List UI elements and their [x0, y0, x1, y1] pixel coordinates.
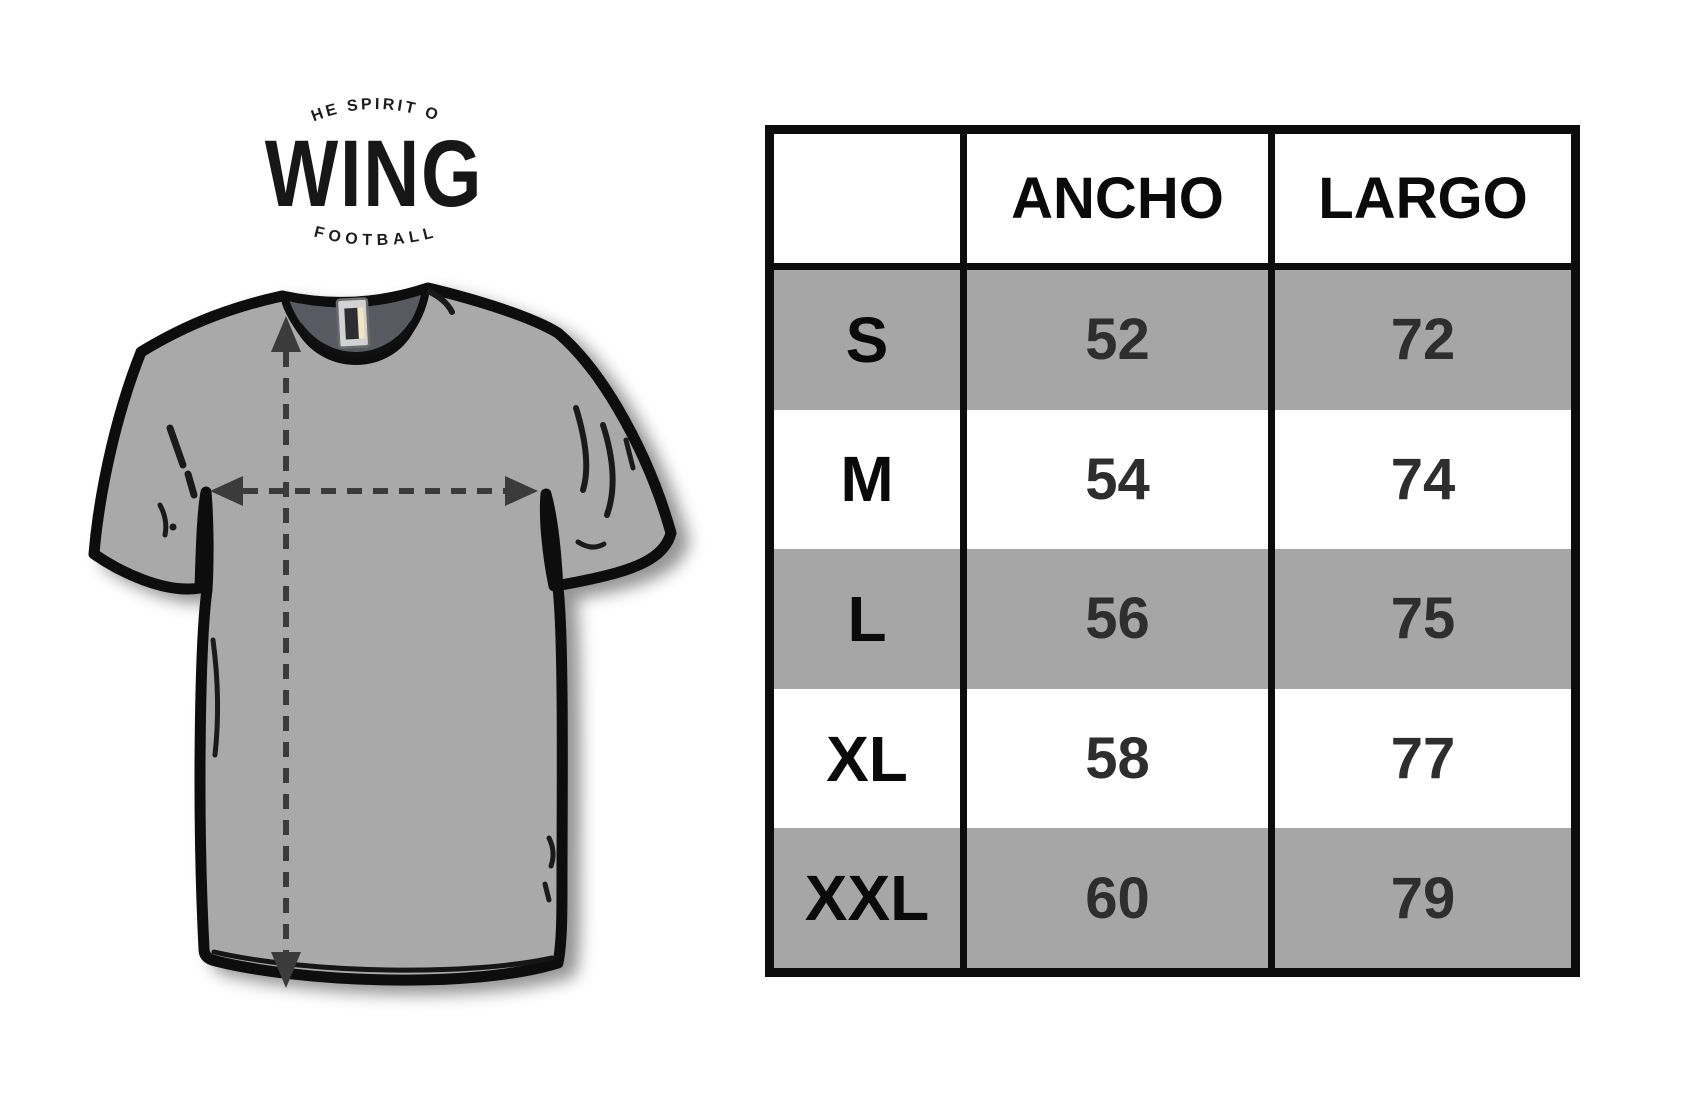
header-ancho: ANCHO	[967, 134, 1275, 270]
size-chart-table: ANCHO LARGO S 52 72 M 54 74 L 56 75 XL 5…	[765, 125, 1580, 977]
row-xxl-largo: 79	[1275, 828, 1571, 968]
row-xxl-ancho: 60	[967, 828, 1275, 968]
row-xl-largo: 77	[1390, 726, 1456, 792]
tshirt-illustration: THE SPIRIT OF WING FOOTBALL	[0, 0, 677, 988]
row-xxl-size: XXL	[774, 828, 967, 968]
brand-logo: THE SPIRIT OF WING FOOTBALL	[0, 0, 484, 249]
row-l-ancho: 56	[967, 549, 1275, 689]
row-m-size: M	[774, 409, 967, 550]
row-l-size: L	[774, 549, 967, 689]
row-m-largo: 74	[1390, 446, 1456, 512]
collar-stitch	[297, 321, 415, 358]
tshirt-body	[88, 282, 677, 986]
tshirt	[88, 282, 677, 986]
row-m-ancho: 54	[967, 409, 1275, 550]
measure-arrows	[210, 316, 538, 988]
brand-tagline-bottom: FOOTBALL	[312, 224, 439, 249]
row-l-largo: 75	[1275, 549, 1571, 689]
collar-tag	[335, 297, 371, 349]
hem-stitch	[211, 949, 555, 973]
row-s-ancho: 52	[967, 270, 1275, 410]
length-arrow	[271, 316, 301, 988]
row-s-largo: 72	[1275, 270, 1571, 410]
brand-tagline-top: THE SPIRIT OF	[0, 0, 443, 125]
wrinkle-marks	[157, 289, 636, 973]
header-size-cell	[774, 134, 967, 270]
row-xl-ancho: 58	[967, 688, 1275, 829]
row-xl-size: XL	[774, 688, 967, 829]
header-largo: LARGO	[1275, 134, 1571, 270]
brand-name: WING	[265, 121, 484, 227]
width-arrow	[210, 476, 538, 506]
row-s-size: S	[774, 270, 967, 410]
